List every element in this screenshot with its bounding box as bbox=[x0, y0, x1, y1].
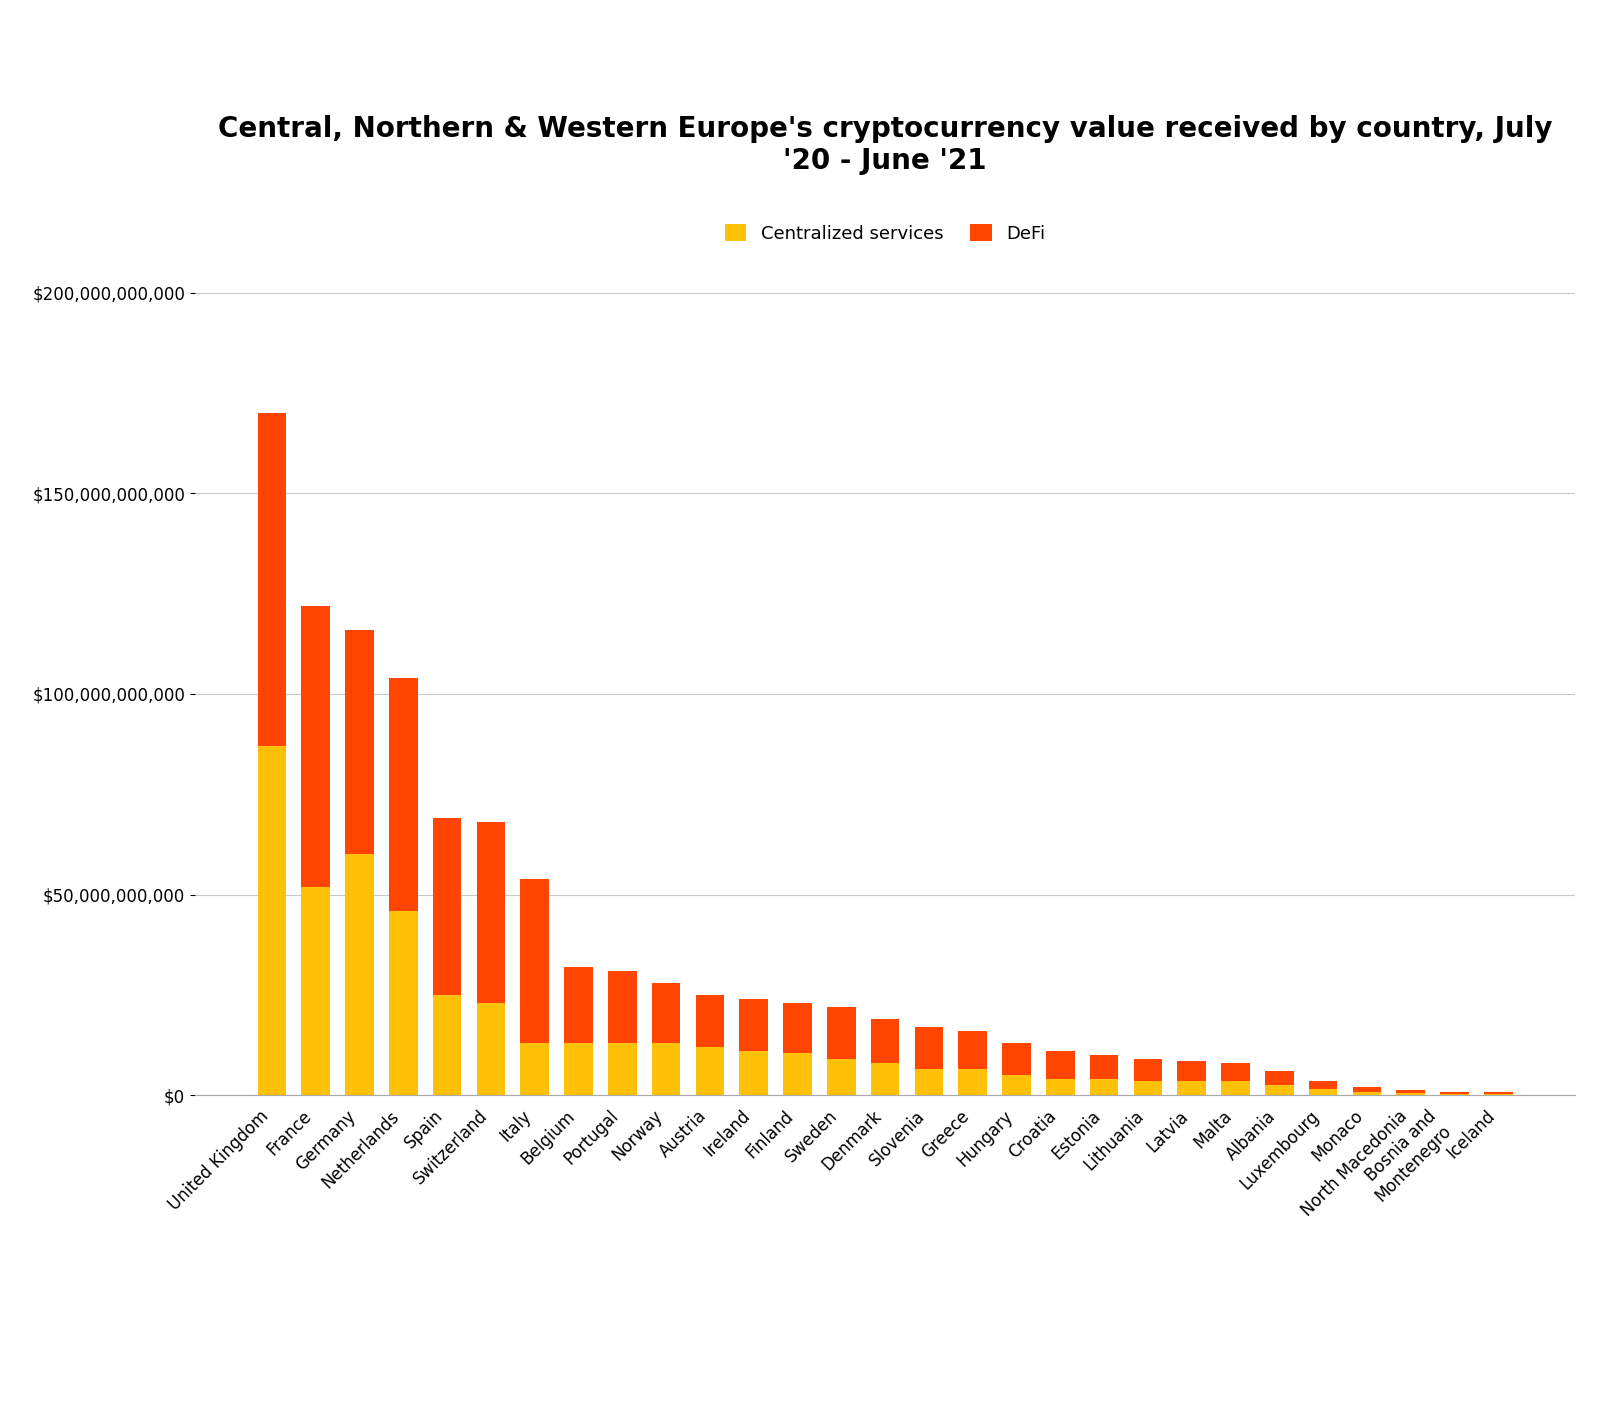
Bar bbox=[1308, 1081, 1336, 1090]
Bar bbox=[258, 413, 286, 746]
Bar bbox=[826, 1059, 855, 1095]
Bar bbox=[914, 1026, 943, 1068]
Bar bbox=[1177, 1061, 1206, 1081]
Bar bbox=[607, 970, 636, 1043]
Bar bbox=[958, 1031, 987, 1068]
Bar bbox=[390, 678, 417, 911]
Bar bbox=[476, 823, 505, 1002]
Bar bbox=[258, 746, 286, 1095]
Bar bbox=[1001, 1075, 1031, 1095]
Bar bbox=[1133, 1059, 1162, 1081]
Bar bbox=[1264, 1085, 1294, 1095]
Bar bbox=[1396, 1094, 1423, 1095]
Bar bbox=[433, 995, 461, 1095]
Bar bbox=[302, 886, 329, 1095]
Bar bbox=[390, 911, 417, 1095]
Bar bbox=[1308, 1090, 1336, 1095]
Bar bbox=[1177, 1081, 1206, 1095]
Bar bbox=[519, 879, 549, 1043]
Bar bbox=[1220, 1063, 1250, 1081]
Bar bbox=[958, 1068, 987, 1095]
Bar bbox=[651, 1043, 680, 1095]
Bar bbox=[563, 1043, 592, 1095]
Bar bbox=[1089, 1054, 1118, 1080]
Legend: Centralized services, DeFi: Centralized services, DeFi bbox=[716, 215, 1053, 251]
Bar bbox=[1133, 1081, 1162, 1095]
Bar bbox=[1089, 1080, 1118, 1095]
Bar bbox=[826, 1007, 855, 1059]
Bar bbox=[782, 1002, 812, 1053]
Bar bbox=[651, 983, 680, 1043]
Bar bbox=[1001, 1043, 1031, 1075]
Bar bbox=[1264, 1071, 1294, 1085]
Bar bbox=[433, 819, 461, 995]
Bar bbox=[346, 855, 373, 1095]
Bar bbox=[563, 967, 592, 1043]
Bar bbox=[1396, 1091, 1423, 1094]
Bar bbox=[476, 1002, 505, 1095]
Bar bbox=[738, 998, 768, 1052]
Title: Central, Northern & Western Europe's cryptocurrency value received by country, J: Central, Northern & Western Europe's cry… bbox=[217, 115, 1552, 176]
Bar bbox=[914, 1068, 943, 1095]
Bar bbox=[782, 1053, 812, 1095]
Bar bbox=[607, 1043, 636, 1095]
Bar bbox=[1352, 1092, 1380, 1095]
Bar bbox=[1220, 1081, 1250, 1095]
Bar bbox=[1440, 1091, 1467, 1094]
Bar bbox=[870, 1019, 899, 1063]
Bar bbox=[1352, 1087, 1380, 1092]
Bar bbox=[738, 1052, 768, 1095]
Bar bbox=[1483, 1092, 1511, 1094]
Bar bbox=[1045, 1052, 1074, 1080]
Bar bbox=[695, 995, 724, 1047]
Bar bbox=[695, 1047, 724, 1095]
Bar bbox=[1045, 1080, 1074, 1095]
Bar bbox=[302, 605, 329, 886]
Bar bbox=[519, 1043, 549, 1095]
Bar bbox=[870, 1063, 899, 1095]
Bar bbox=[346, 630, 373, 855]
